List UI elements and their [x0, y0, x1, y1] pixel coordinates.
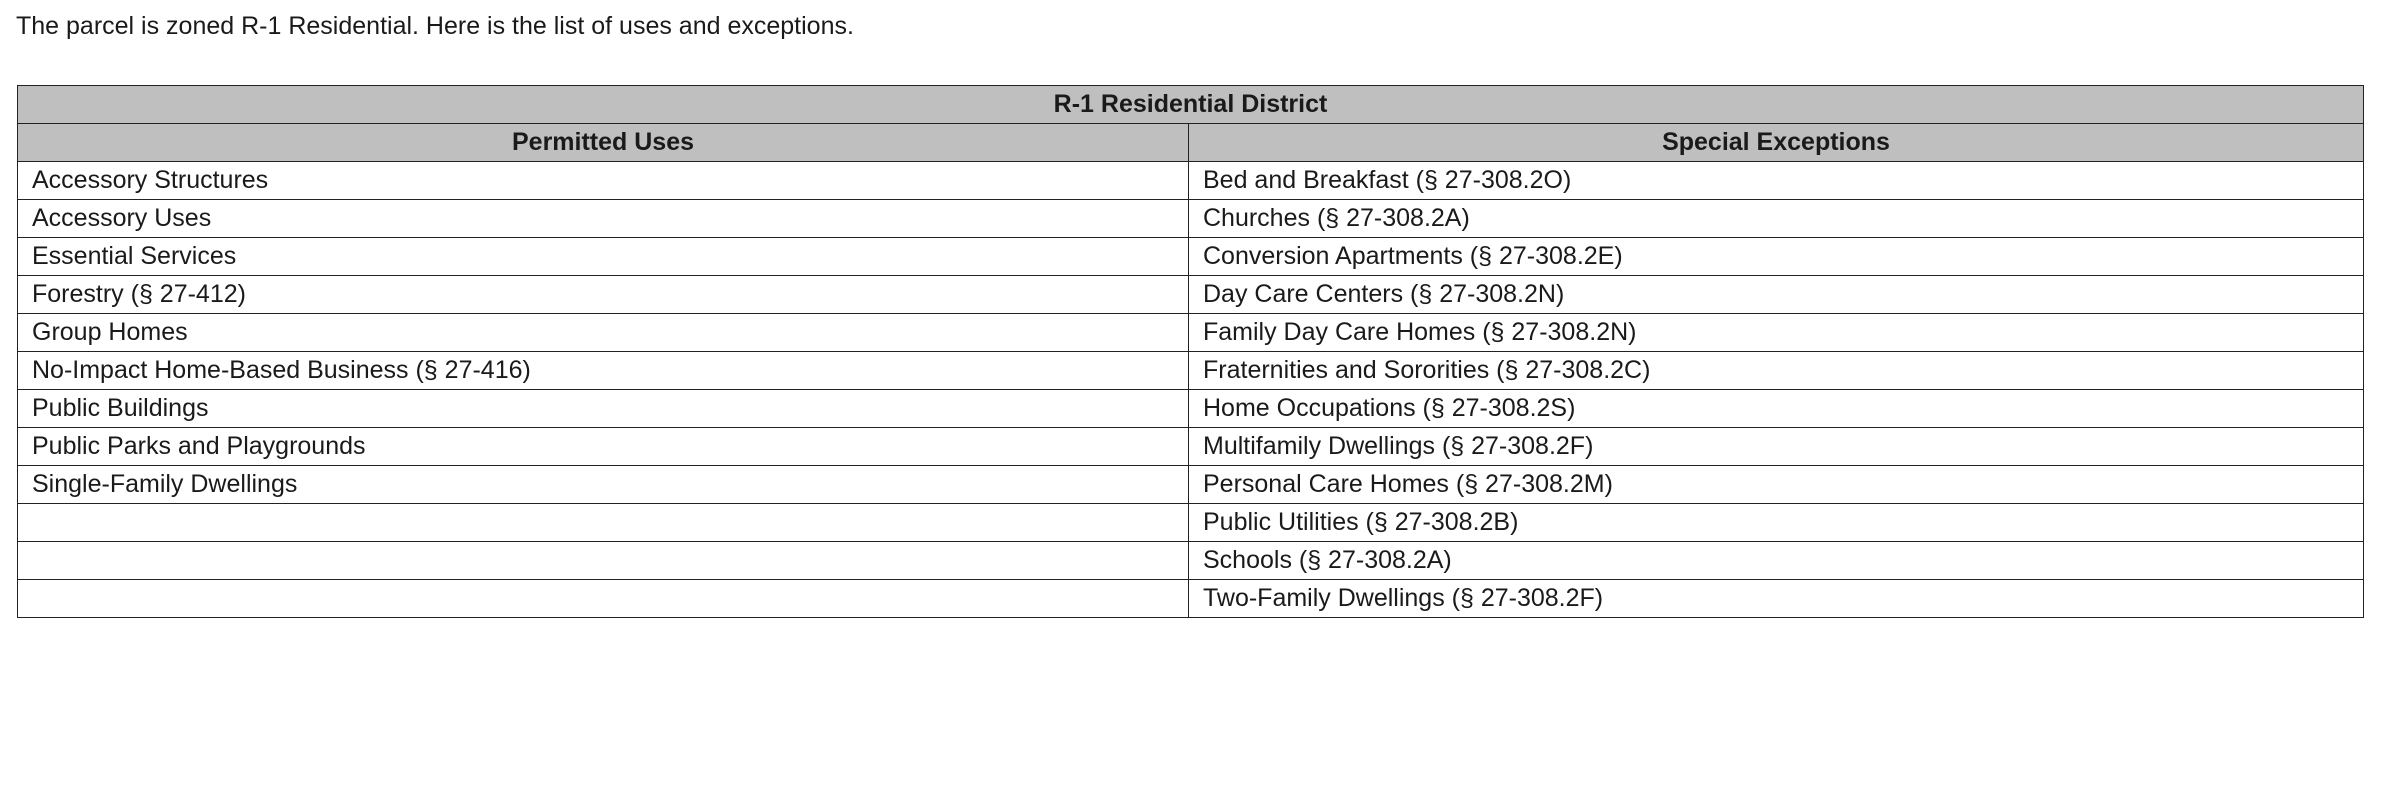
- table-row: Schools (§ 27-308.2A): [17, 541, 2364, 580]
- table-row: Accessory Uses Churches (§ 27-308.2A): [17, 199, 2364, 238]
- table-cell: Multifamily Dwellings (§ 27-308.2F): [1188, 427, 2364, 466]
- table-cell: Group Homes: [17, 313, 1189, 352]
- title-row: R-1 Residential District: [17, 85, 2364, 124]
- table-cell: Single-Family Dwellings: [17, 465, 1189, 504]
- table-row: Group Homes Family Day Care Homes (§ 27-3…: [17, 313, 2364, 352]
- table-cell: Schools (§ 27-308.2A): [1188, 541, 2364, 580]
- table-row: Public Utilities (§ 27-308.2B): [17, 503, 2364, 542]
- empty-cell: [17, 503, 1189, 542]
- table-cell: Family Day Care Homes (§ 27-308.2N): [1188, 313, 2364, 352]
- table-body: Accessory Structures Bed and Breakfast (§…: [17, 161, 2364, 618]
- table-row: Public Parks and Playgrounds Multifamily …: [17, 427, 2364, 466]
- table-head: R-1 Residential District Permitted Uses S…: [17, 85, 2364, 162]
- table-cell: Two-Family Dwellings (§ 27-308.2F): [1188, 579, 2364, 618]
- table-row: Essential Services Conversion Apartments …: [17, 237, 2364, 276]
- table-cell: Essential Services: [17, 237, 1189, 276]
- table-cell: Public Parks and Playgrounds: [17, 427, 1189, 466]
- table-row: Forestry (§ 27-412) Day Care Centers (§ 2…: [17, 275, 2364, 314]
- table-title: R-1 Residential District: [17, 85, 2364, 124]
- table-row: Two-Family Dwellings (§ 27-308.2F): [17, 579, 2364, 618]
- zoning-table: R-1 Residential District Permitted Uses S…: [17, 85, 2364, 618]
- table-cell: Forestry (§ 27-412): [17, 275, 1189, 314]
- table-cell: Public Utilities (§ 27-308.2B): [1188, 503, 2364, 542]
- table-cell: Conversion Apartments (§ 27-308.2E): [1188, 237, 2364, 276]
- table-cell: Bed and Breakfast (§ 27-308.2O): [1188, 161, 2364, 200]
- header-row: Permitted Uses Special Exceptions: [17, 123, 2364, 162]
- table-cell: No-Impact Home-Based Business (§ 27-416): [17, 351, 1189, 390]
- table-row: Public Buildings Home Occupations (§ 27-3…: [17, 389, 2364, 428]
- table-cell: Accessory Structures: [17, 161, 1189, 200]
- intro-text: The parcel is zoned R-1 Residential. Her…: [16, 12, 854, 40]
- table-cell: Day Care Centers (§ 27-308.2N): [1188, 275, 2364, 314]
- table-row: Accessory Structures Bed and Breakfast (§…: [17, 161, 2364, 200]
- table-cell: Churches (§ 27-308.2A): [1188, 199, 2364, 238]
- table-cell: Public Buildings: [17, 389, 1189, 428]
- table-cell: Personal Care Homes (§ 27-308.2M): [1188, 465, 2364, 504]
- empty-cell: [17, 541, 1189, 580]
- table-row: Single-Family Dwellings Personal Care Hom…: [17, 465, 2364, 504]
- table-row: No-Impact Home-Based Business (§ 27-416)…: [17, 351, 2364, 390]
- column-header: Special Exceptions: [1188, 123, 2364, 162]
- table-cell: Home Occupations (§ 27-308.2S): [1188, 389, 2364, 428]
- empty-cell: [17, 579, 1189, 618]
- table-cell: Accessory Uses: [17, 199, 1189, 238]
- column-header: Permitted Uses: [17, 123, 1189, 162]
- table-cell: Fraternities and Sororities (§ 27-308.2C…: [1188, 351, 2364, 390]
